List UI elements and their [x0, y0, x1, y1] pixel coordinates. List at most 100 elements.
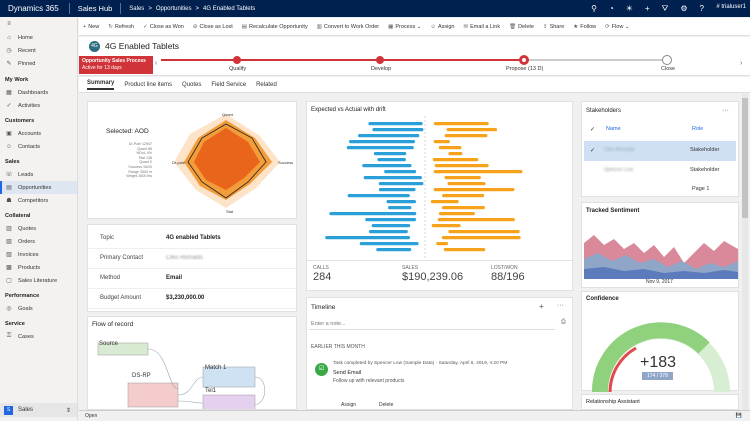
- cmd-new-button[interactable]: + New: [83, 24, 99, 30]
- cmd-assign-button[interactable]: ☺ Assign: [430, 24, 454, 30]
- stakeholder-name[interactable]: Spencer Low: [604, 167, 634, 173]
- column-role[interactable]: Role: [692, 126, 704, 132]
- cmd-delete-button[interactable]: 🗑 Delete: [509, 24, 534, 30]
- stat-label: LOST/WON: [491, 265, 518, 271]
- field-value[interactable]: Email: [166, 275, 183, 281]
- cmd-recalculate-opportunity-button[interactable]: ▤ Recalculate Opportunity: [242, 24, 308, 30]
- nav-item-contacts[interactable]: ☺ Contacts: [0, 140, 77, 153]
- save-icon[interactable]: 💾: [735, 413, 742, 419]
- area-label: Sales: [18, 407, 34, 413]
- flow-node-tel[interactable]: Tel1: [205, 388, 217, 394]
- nav-item-pinned[interactable]: ✎ Pinned: [0, 57, 77, 70]
- scroll-thumb[interactable]: [742, 98, 748, 218]
- drift-bar-expected: [377, 158, 406, 162]
- entry-delete-button[interactable]: Delete: [379, 402, 394, 408]
- drift-bar-expected: [372, 128, 424, 132]
- filter-icon[interactable]: ⛛: [661, 3, 669, 13]
- cmd-refresh-button[interactable]: ↻ Refresh: [108, 24, 134, 30]
- cmd-email-a-link-button[interactable]: ✉ Email a Link: [464, 24, 501, 30]
- nav-item-opportunities[interactable]: ▤ Opportunities: [0, 181, 77, 194]
- tab-related[interactable]: Related: [256, 81, 277, 88]
- app-name[interactable]: Sales Hub: [77, 4, 113, 13]
- record-avatar: 4G: [89, 40, 100, 52]
- tab-field-service[interactable]: Field Service: [211, 81, 247, 88]
- task-icon[interactable]: ◔: [608, 4, 614, 13]
- stakeholder-row-2[interactable]: Spencer Low Stakeholder: [584, 163, 736, 179]
- nav-item-leads[interactable]: ☏ Leads: [0, 168, 77, 181]
- gear-icon[interactable]: ⚙: [680, 4, 688, 13]
- cmd-close-as-won-button[interactable]: ✓ Close as Won: [143, 24, 184, 30]
- flow-node-dsrp[interactable]: DS-RP: [132, 373, 151, 379]
- brand-label[interactable]: Dynamics 365: [8, 4, 59, 13]
- nav-item-dashboards[interactable]: ▦ Dashboards: [0, 86, 77, 99]
- nav-item-quotes[interactable]: ▥ Quotes: [0, 222, 77, 235]
- drift-bar-expected: [347, 194, 410, 198]
- stage-label-develop[interactable]: Develop: [371, 66, 392, 72]
- cmd-icon: ⟳: [605, 23, 610, 30]
- nav-item-invoices[interactable]: ▨ Invoices: [0, 248, 77, 261]
- nav-item-accounts[interactable]: ▣ Accounts: [0, 127, 77, 140]
- search-icon[interactable]: ⚲: [591, 4, 597, 13]
- stakeholder-row-1[interactable]: ✓ Cleo Richalds Stakeholder: [584, 141, 736, 161]
- scrollbar[interactable]: [742, 94, 748, 410]
- cmd-close-as-lost-button[interactable]: ⊘ Close as Lost: [193, 24, 233, 30]
- stakeholders-card: Stakeholders ··· ✓ Name Role ✓ Cleo Rich…: [581, 101, 739, 197]
- breadcrumb-opportunities[interactable]: Opportunities: [155, 5, 192, 12]
- hamburger-icon[interactable]: ≡: [7, 21, 11, 27]
- add-icon[interactable]: +: [644, 4, 650, 13]
- help-icon[interactable]: ?: [699, 4, 704, 13]
- cmd-process-button[interactable]: ▦ Process ⌄: [388, 24, 421, 30]
- cmd-convert-to-work-order-button[interactable]: ▥ Convert to Work Order: [317, 24, 379, 30]
- stage-label-qualify[interactable]: Qualify: [229, 66, 247, 72]
- stage-dot-qualify[interactable]: [233, 56, 241, 64]
- flow-card: Flow of record Source DS-RP Match 1 Tel1: [87, 316, 297, 410]
- stage-label-close[interactable]: Close: [661, 66, 676, 72]
- add-icon[interactable]: +: [539, 302, 544, 311]
- chevron-right-icon[interactable]: ›: [740, 60, 743, 67]
- nav-item-orders[interactable]: ▧ Orders: [0, 235, 77, 248]
- area-switcher[interactable]: S Sales ⇕: [0, 403, 77, 417]
- nav-item-goals[interactable]: ◎ Goals: [0, 302, 77, 315]
- drift-bar-actual: [447, 182, 486, 186]
- nav-icon: ✓: [6, 103, 12, 109]
- cmd-flow-button[interactable]: ⟳ Flow ⌄: [605, 24, 629, 30]
- flow-node-match[interactable]: Match 1: [205, 365, 227, 371]
- row-check-icon[interactable]: ✓: [590, 148, 596, 154]
- column-name[interactable]: Name: [606, 126, 621, 132]
- user-name[interactable]: # trialuser1: [716, 4, 746, 10]
- tab-summary[interactable]: Summary: [87, 80, 115, 90]
- cmd-follow-button[interactable]: ★ Follow: [573, 24, 596, 30]
- breadcrumb-sales[interactable]: Sales: [129, 5, 145, 12]
- stakeholder-name[interactable]: Cleo Richalds: [604, 147, 635, 153]
- nav-item-sales-literature[interactable]: ▢ Sales Literature: [0, 274, 77, 287]
- idea-icon[interactable]: ☀: [625, 4, 633, 13]
- stage-dot-develop[interactable]: [376, 56, 384, 64]
- field-value[interactable]: $3,230,000.00: [166, 295, 205, 301]
- nav-item-activities[interactable]: ✓ Activities: [0, 99, 77, 112]
- select-all-check-icon[interactable]: ✓: [590, 127, 596, 133]
- note-input[interactable]: [309, 318, 555, 330]
- chevron-left-icon[interactable]: ‹: [155, 60, 158, 67]
- nav-item-competitors[interactable]: ☗ Competitors: [0, 194, 77, 207]
- attach-icon[interactable]: ⎙: [561, 319, 566, 325]
- nav-item-home[interactable]: ⌂ Home: [0, 31, 77, 44]
- nav-item-products[interactable]: ▩ Products: [0, 261, 77, 274]
- nav-item-recent[interactable]: ◷ Recent: [0, 44, 77, 57]
- stage-dot-close[interactable]: [662, 55, 672, 65]
- stage-dot-propose[interactable]: [519, 55, 529, 65]
- drift-bar-expected: [325, 236, 411, 240]
- more-icon[interactable]: ···: [557, 302, 564, 309]
- field-value[interactable]: Cleo Richalds: [166, 255, 204, 261]
- nav-label: Orders: [18, 238, 36, 245]
- process-flag[interactable]: Opportunity Sales Process Active for 13 …: [79, 56, 153, 74]
- entry-title[interactable]: Send Email: [333, 370, 362, 376]
- tab-product-line-items[interactable]: Product line items: [124, 81, 173, 88]
- cmd-share-button[interactable]: ⇪ Share: [543, 24, 564, 30]
- nav-item-cases[interactable]: ⚿ Cases: [0, 330, 77, 343]
- flow-node-source[interactable]: Source: [99, 341, 119, 347]
- entry-assign-button[interactable]: Assign: [341, 402, 357, 408]
- field-value[interactable]: 4G enabled Tablets: [166, 235, 221, 241]
- stage-label-propose[interactable]: Propose (13 D): [506, 66, 544, 72]
- tab-quotes[interactable]: Quotes: [182, 81, 202, 88]
- more-icon[interactable]: ···: [722, 107, 729, 114]
